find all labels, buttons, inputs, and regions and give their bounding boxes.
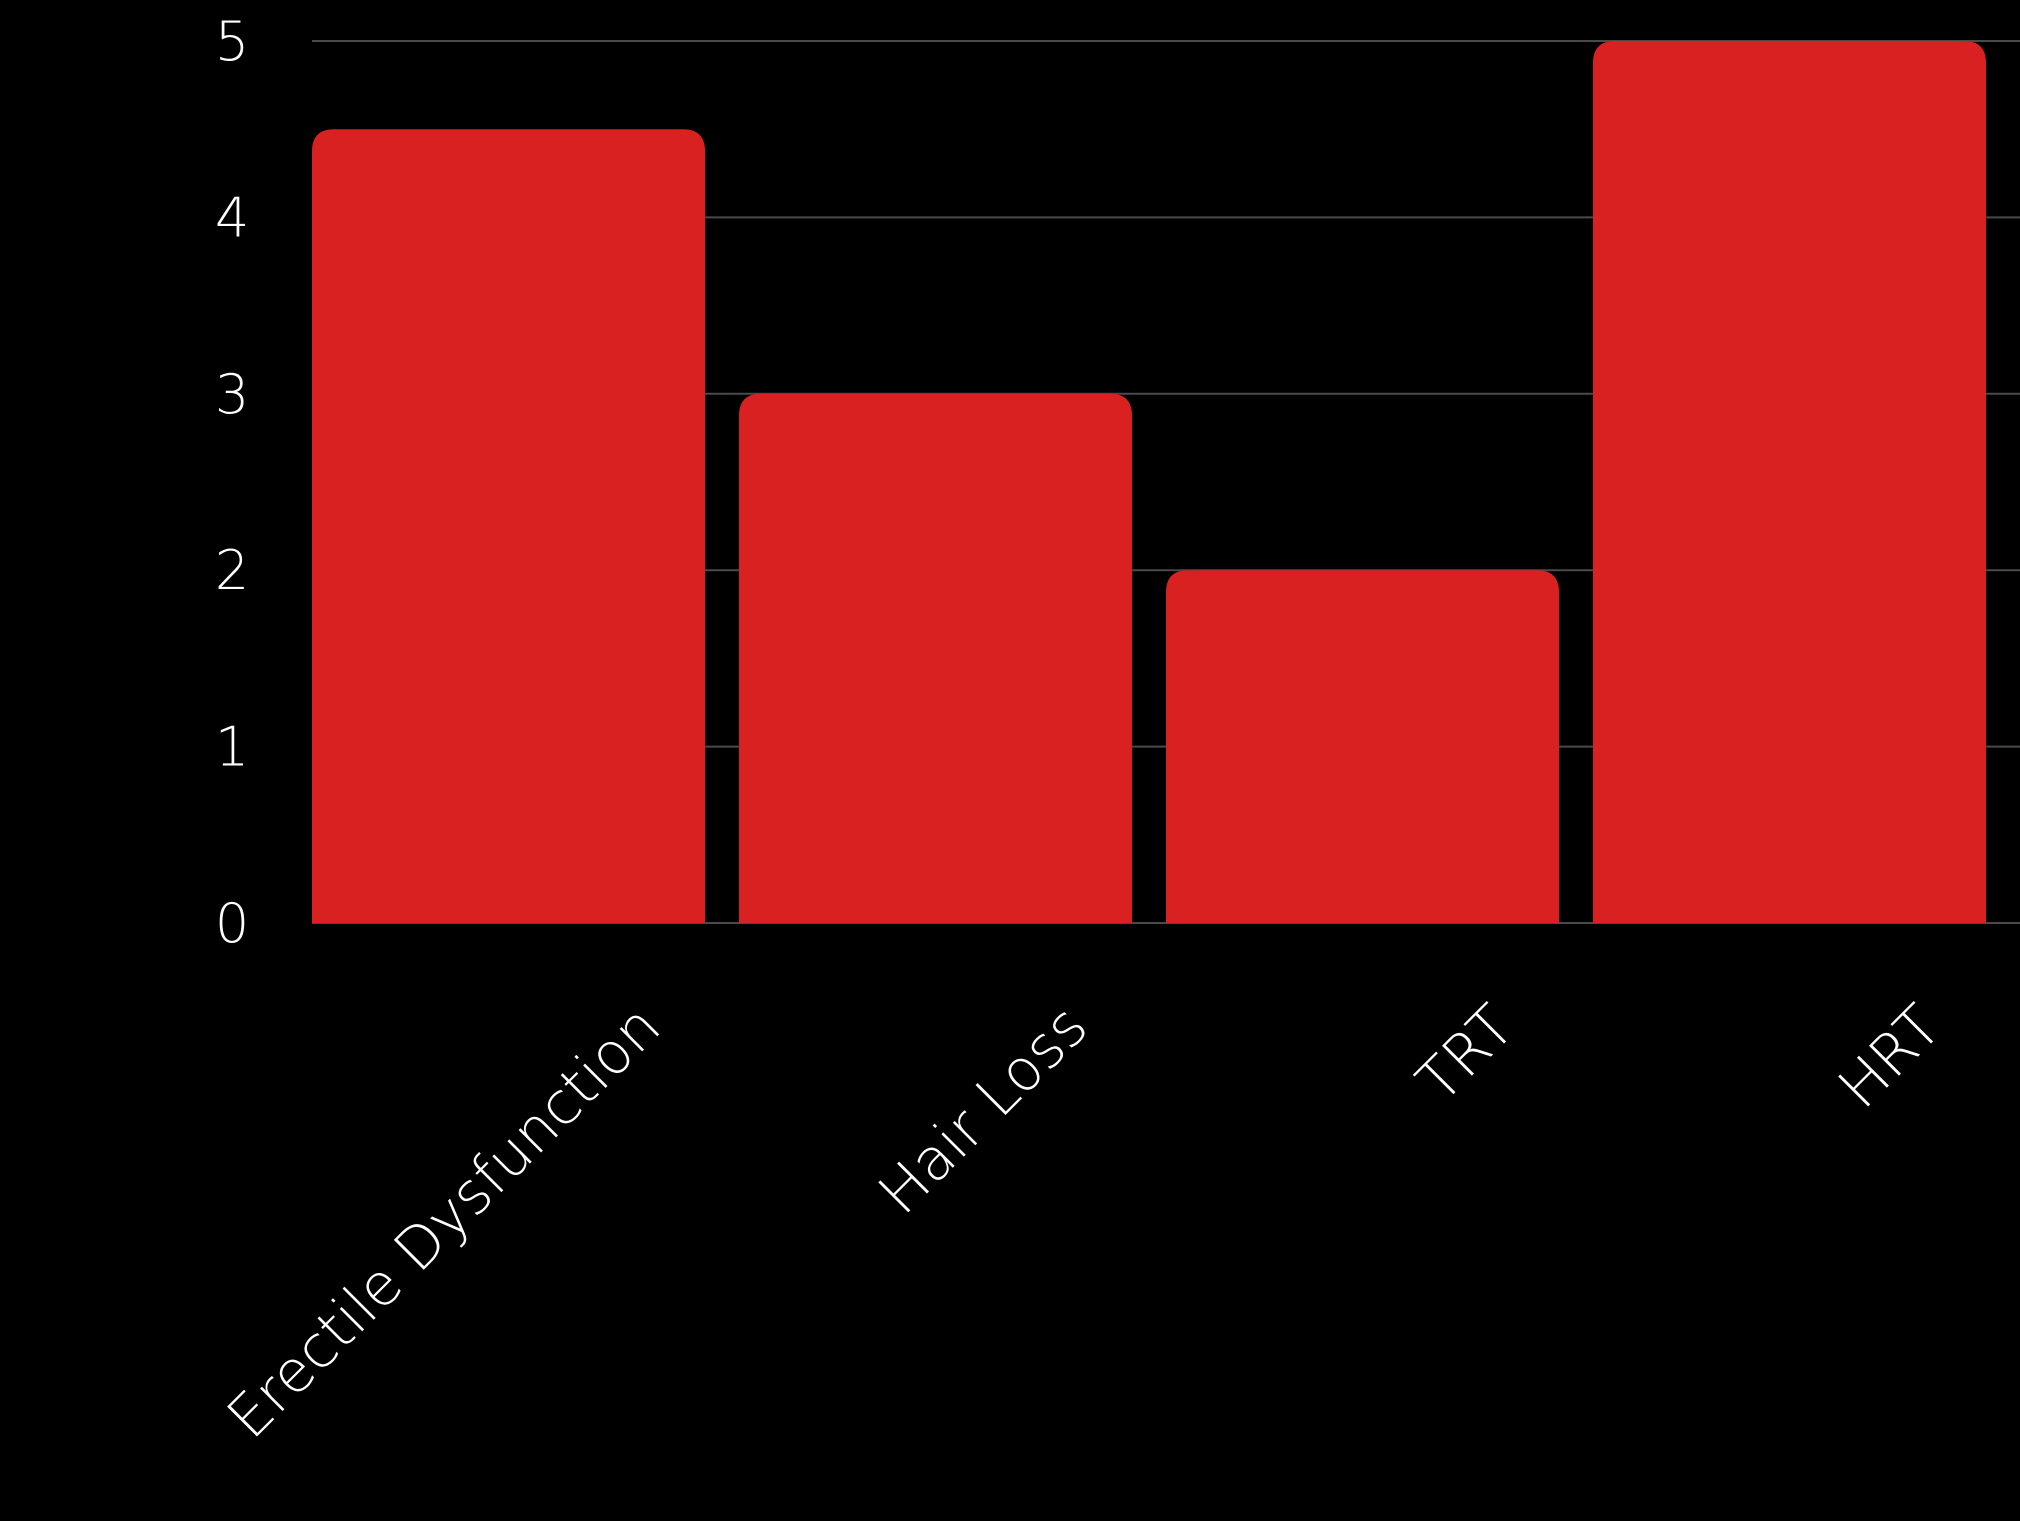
bar-trt: [1166, 570, 1559, 923]
y-tick-label: 5: [215, 10, 249, 73]
x-tick-label: Hair Loss: [865, 992, 1100, 1227]
y-tick-label: 4: [215, 186, 249, 249]
y-tick-label: 1: [215, 716, 249, 779]
x-tick-label: HRT: [1825, 992, 1954, 1121]
bar-hrt: [1593, 41, 1986, 923]
bar-hair-loss: [739, 393, 1132, 923]
y-axis-ticks: 0 1 2 3 4 5: [215, 10, 249, 955]
x-tick-label: TRT: [1404, 992, 1528, 1116]
y-tick-label: 0: [215, 892, 249, 955]
bars: [312, 41, 1986, 923]
y-tick-label: 3: [215, 363, 249, 426]
bar-erectile-dysfunction: [312, 129, 705, 923]
x-tick-label: Erectile Dysfunction: [214, 992, 674, 1452]
y-tick-label: 2: [215, 539, 249, 602]
x-axis-labels: Erectile Dysfunction Hair Loss TRT HRT: [214, 992, 1955, 1452]
